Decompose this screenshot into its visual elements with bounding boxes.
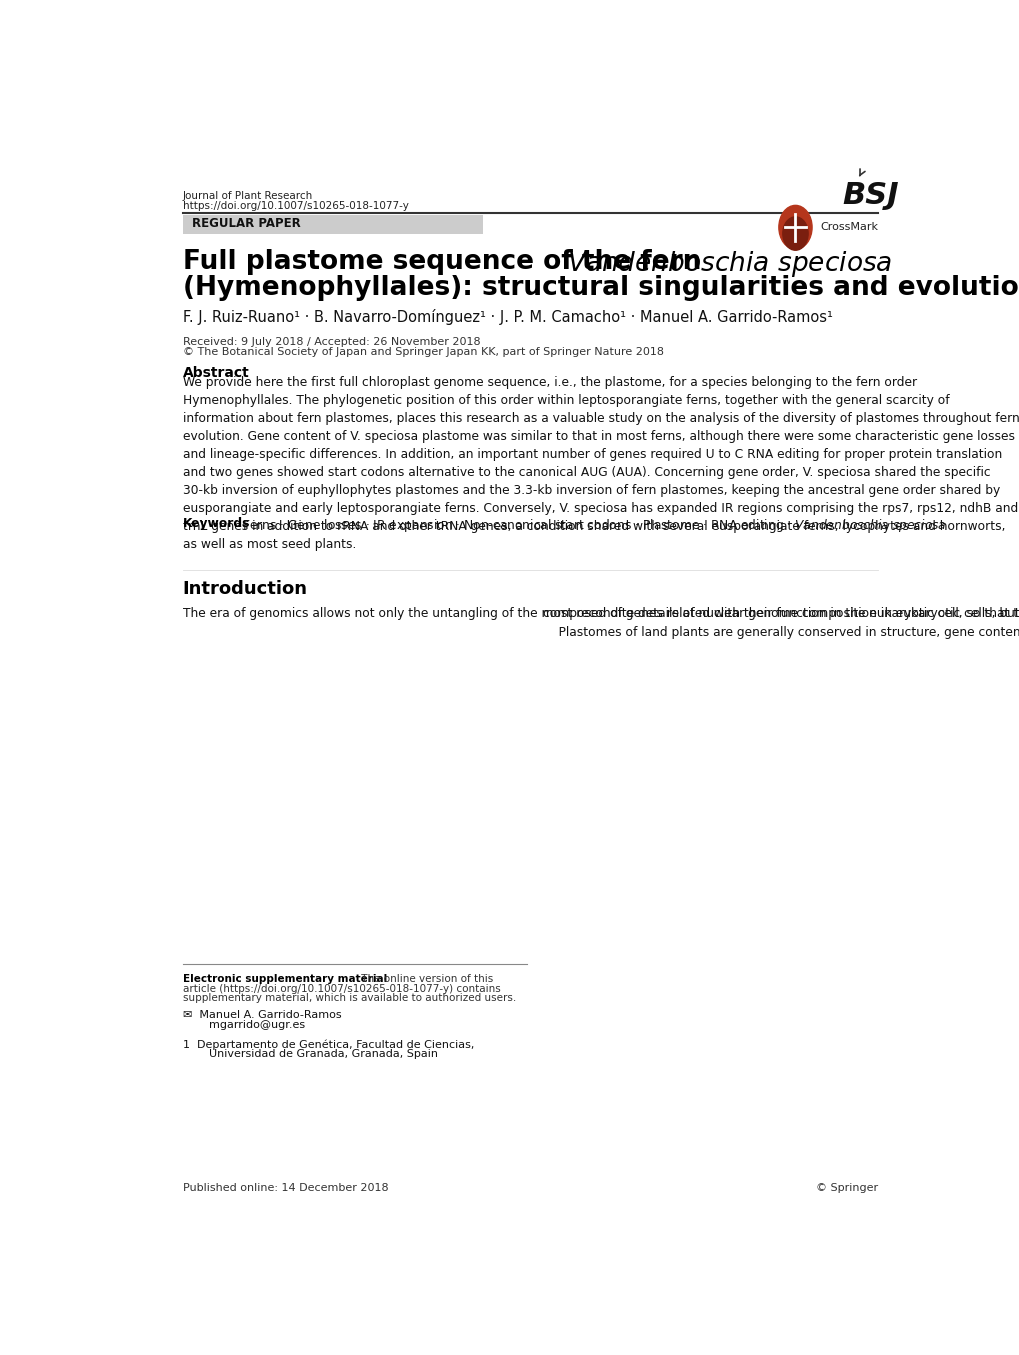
Text: (Hymenophyllales): structural singularities and evolutionary insights: (Hymenophyllales): structural singularit… [182, 275, 1019, 301]
Text: 1  Departamento de Genética, Facultad de Ciencias,: 1 Departamento de Genética, Facultad de … [182, 1039, 474, 1050]
Text: CrossMark: CrossMark [820, 222, 878, 232]
Text: composed of genes related with their function in the eukaryotic cell, so that th: composed of genes related with their fun… [542, 607, 1019, 638]
Text: © Springer: © Springer [815, 1183, 877, 1192]
Text: Universidad de Granada, Granada, Spain: Universidad de Granada, Granada, Spain [209, 1049, 437, 1060]
Text: The online version of this: The online version of this [358, 974, 493, 984]
Text: We provide here the first full chloroplast genome sequence, i.e., the plastome, : We provide here the first full chloropla… [182, 377, 1019, 551]
Text: Electronic supplementary material: Electronic supplementary material [182, 974, 386, 984]
Text: BSJ: BSJ [842, 182, 898, 210]
Text: Full plastome sequence of the fern: Full plastome sequence of the fern [182, 249, 709, 275]
Text: ✉  Manuel A. Garrido-Ramos: ✉ Manuel A. Garrido-Ramos [182, 1009, 341, 1020]
Text: https://doi.org/10.1007/s10265-018-1077-y: https://doi.org/10.1007/s10265-018-1077-… [182, 201, 409, 211]
Text: Ferns · Gene losses · IR expansion · Non-canonical start codons · Plastome · RNA: Ferns · Gene losses · IR expansion · Non… [242, 518, 946, 534]
Text: mgarrido@ugr.es: mgarrido@ugr.es [209, 1020, 305, 1030]
Text: Keywords: Keywords [182, 518, 250, 530]
Text: REGULAR PAPER: REGULAR PAPER [193, 217, 301, 230]
Text: Introduction: Introduction [182, 580, 308, 598]
Text: Abstract: Abstract [182, 366, 250, 379]
Text: supplementary material, which is available to authorized users.: supplementary material, which is availab… [182, 993, 516, 1003]
Text: article (https://doi.org/10.1007/s10265-018-1077-y) contains: article (https://doi.org/10.1007/s10265-… [182, 984, 500, 993]
Circle shape [779, 206, 811, 249]
Text: Received: 9 July 2018 / Accepted: 26 November 2018: Received: 9 July 2018 / Accepted: 26 Nov… [182, 337, 480, 347]
Text: F. J. Ruiz-Ruano¹ · B. Navarro-Domínguez¹ · J. P. M. Camacho¹ · Manuel A. Garrid: F. J. Ruiz-Ruano¹ · B. Navarro-Domínguez… [182, 309, 832, 325]
Text: Journal of Plant Research: Journal of Plant Research [182, 191, 313, 201]
Text: © The Botanical Society of Japan and Springer Japan KK, part of Springer Nature : © The Botanical Society of Japan and Spr… [182, 347, 663, 358]
Text: $\mathbf{\it{Vandenboschia\ speciosa}}$: $\mathbf{\it{Vandenboschia\ speciosa}}$ [567, 249, 892, 279]
Text: Published online: 14 December 2018: Published online: 14 December 2018 [182, 1183, 388, 1192]
Circle shape [782, 217, 807, 251]
FancyBboxPatch shape [182, 214, 483, 233]
Text: The era of genomics allows not only the untangling of the most recondite details: The era of genomics allows not only the … [182, 607, 1019, 621]
